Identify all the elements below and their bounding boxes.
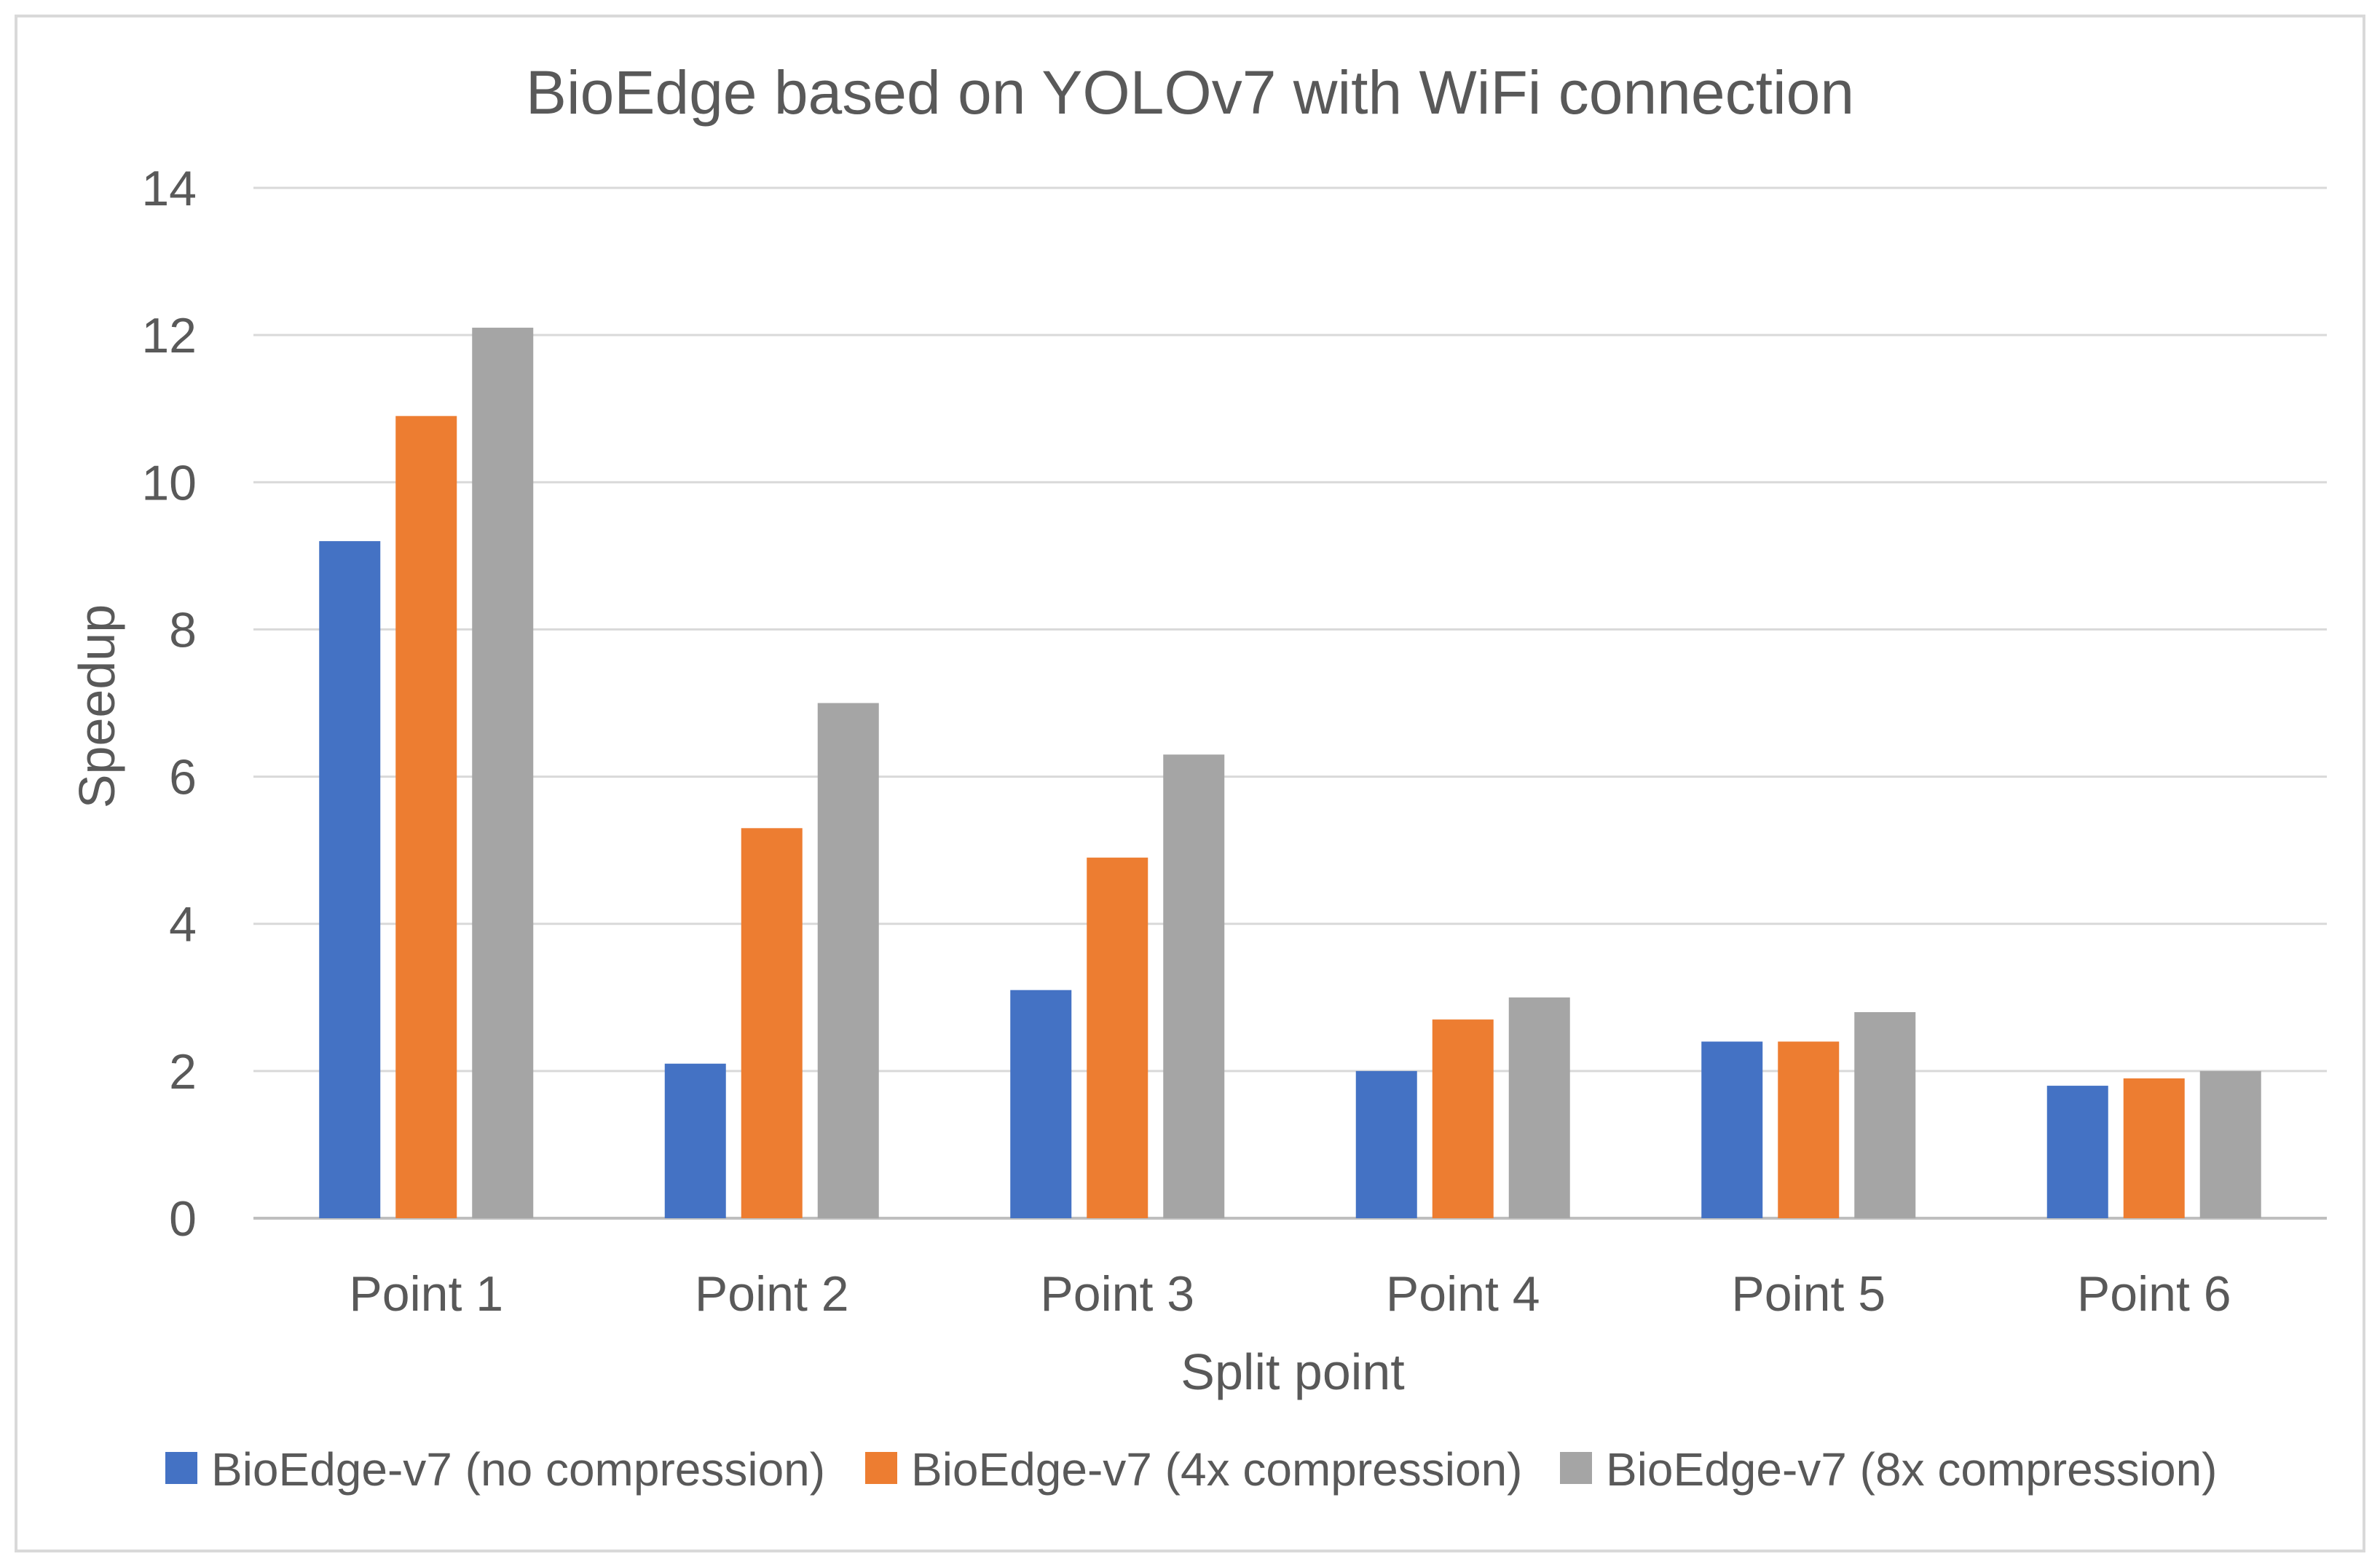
bars: [319, 328, 2261, 1219]
bar-point-4-series-2: [1432, 1019, 1494, 1218]
bar-point-6-series-1: [2046, 1086, 2108, 1218]
y-tick-label: 0: [169, 1191, 197, 1247]
bar-point-5-series-1: [1701, 1041, 1763, 1218]
x-axis-ticks: Point 1 Point 2 Point 3 Point 4 Point 5 Point…: [349, 1266, 2231, 1322]
legend-item[interactable]: BioEdge-v7 (8x compression): [1560, 1443, 2217, 1496]
legend-item[interactable]: BioEdge-v7 (4x compression): [865, 1443, 1522, 1496]
bar-point-4-series-3: [1508, 997, 1570, 1218]
legend-label: BioEdge-v7 (8x compression): [1606, 1443, 2217, 1496]
bar-point-1-series-1: [319, 541, 381, 1218]
bar-point-4-series-1: [1355, 1070, 1417, 1218]
x-axis-title: Split point: [1181, 1343, 1404, 1400]
bar-point-5-series-3: [1854, 1012, 1916, 1218]
x-tick-label: Point 2: [695, 1266, 849, 1322]
bar-point-1-series-2: [395, 416, 457, 1218]
bar-point-5-series-2: [1778, 1041, 1840, 1218]
y-tick-label: 6: [169, 750, 197, 805]
legend[interactable]: BioEdge-v7 (no compression) BioEdge-v7 (4…: [165, 1443, 2217, 1496]
legend-label: BioEdge-v7 (4x compression): [911, 1443, 1522, 1496]
y-axis-title: Speedup: [68, 604, 125, 808]
y-tick-label: 8: [169, 602, 197, 658]
bar-point-2-series-2: [741, 828, 803, 1218]
legend-swatch: [165, 1452, 197, 1484]
x-tick-label: Point 4: [1386, 1266, 1540, 1322]
bar-point-1-series-3: [472, 328, 534, 1219]
y-tick-label: 12: [141, 308, 197, 363]
chart-title: BioEdge based on YOLOv7 with WiFi connec…: [526, 58, 1854, 127]
x-tick-label: Point 5: [1731, 1266, 1886, 1322]
y-tick-label: 4: [169, 897, 197, 952]
y-tick-label: 14: [141, 161, 197, 216]
x-tick-label: Point 3: [1040, 1266, 1194, 1322]
bar-point-6-series-2: [2123, 1078, 2185, 1218]
x-tick-label: Point 1: [349, 1266, 503, 1322]
bar-point-3-series-2: [1087, 857, 1148, 1218]
y-tick-label: 2: [169, 1044, 197, 1100]
x-tick-label: Point 6: [2077, 1266, 2231, 1322]
legend-swatch: [1560, 1452, 1592, 1484]
y-tick-label: 10: [141, 455, 197, 510]
bar-point-3-series-1: [1010, 990, 1072, 1218]
bar-point-3-series-3: [1163, 754, 1225, 1218]
legend-label: BioEdge-v7 (no compression): [211, 1443, 825, 1496]
gridlines: [253, 186, 2327, 1220]
bar-point-6-series-3: [2199, 1070, 2261, 1218]
legend-item[interactable]: BioEdge-v7 (no compression): [165, 1443, 825, 1496]
bar-point-2-series-1: [664, 1063, 726, 1218]
bar-point-2-series-3: [817, 703, 879, 1218]
y-axis-ticks: 0 2 4 6 8 10 12 14: [141, 161, 197, 1247]
legend-swatch: [865, 1452, 897, 1484]
